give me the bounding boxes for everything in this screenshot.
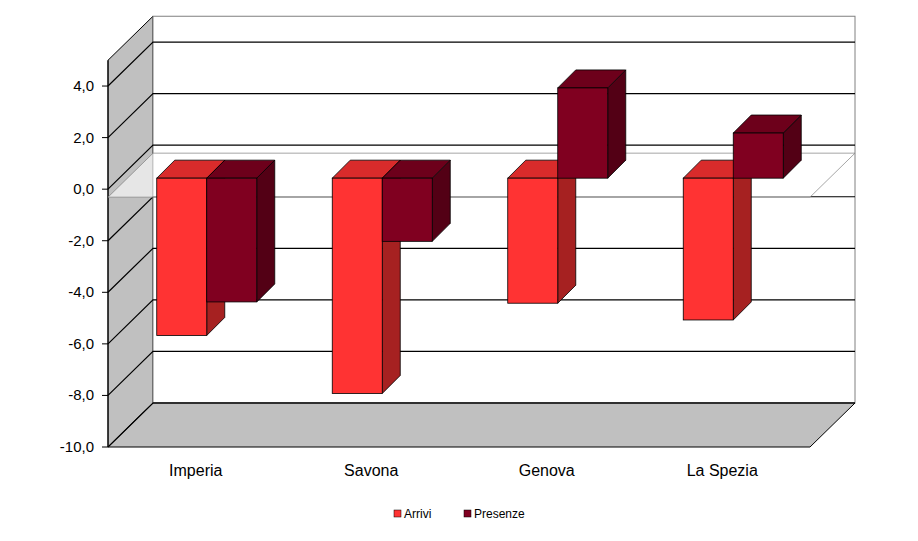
- chart: -10,0 -8,0 -6,0 -4,0 -2,0 0,0 2,0 4,0 Imperia Sav…: [0, 0, 918, 541]
- bar: [508, 178, 558, 303]
- bar-side: [733, 160, 751, 320]
- bar-top: [382, 160, 450, 178]
- legend: Arrivi Presenze: [394, 507, 525, 521]
- side-wall: [108, 16, 153, 447]
- bar: [207, 178, 257, 302]
- tick-mark: [102, 86, 108, 87]
- tick-mark: [102, 395, 108, 396]
- back-wall: [153, 16, 855, 403]
- legend-swatch: [394, 510, 401, 517]
- tick-mark: [102, 137, 108, 138]
- y-axis: [108, 60, 109, 447]
- category-label: Savona: [344, 462, 398, 479]
- bar-top: [558, 70, 626, 88]
- tick-label: 4,0: [73, 77, 94, 94]
- bar: [558, 88, 608, 178]
- bar: [332, 178, 382, 393]
- bar: [683, 178, 733, 320]
- tick-label: -6,0: [68, 335, 94, 352]
- bar-side: [257, 160, 275, 302]
- tick-label: -8,0: [68, 386, 94, 403]
- bar: [382, 178, 432, 241]
- tick-mark: [102, 189, 108, 190]
- bars: [157, 70, 802, 394]
- tick-label: 2,0: [73, 129, 94, 146]
- bar-top: [207, 160, 275, 178]
- tick-mark: [102, 240, 108, 241]
- tick-mark: [102, 292, 108, 293]
- bar: [157, 178, 207, 335]
- tick-mark: [102, 343, 108, 344]
- legend-swatch: [464, 510, 471, 517]
- tick-label: -4,0: [68, 283, 94, 300]
- category-label: Genova: [519, 462, 575, 479]
- floor: [108, 403, 855, 447]
- bar: [733, 133, 783, 178]
- category-label: La Spezia: [687, 462, 758, 479]
- tick-label: -10,0: [60, 438, 94, 455]
- category-label: Imperia: [169, 462, 222, 479]
- legend-label: Presenze: [474, 507, 525, 521]
- grid-line: [108, 403, 855, 447]
- grid-line: [108, 42, 855, 86]
- grid-line: [108, 351, 855, 395]
- grid-line: [108, 94, 855, 138]
- tick-mark: [102, 447, 108, 448]
- bar-top: [733, 115, 801, 133]
- legend-label: Arrivi: [404, 507, 431, 521]
- bar-side: [608, 70, 626, 178]
- bar-side: [558, 160, 576, 303]
- tick-label: 0,0: [73, 180, 94, 197]
- tick-label: -2,0: [68, 232, 94, 249]
